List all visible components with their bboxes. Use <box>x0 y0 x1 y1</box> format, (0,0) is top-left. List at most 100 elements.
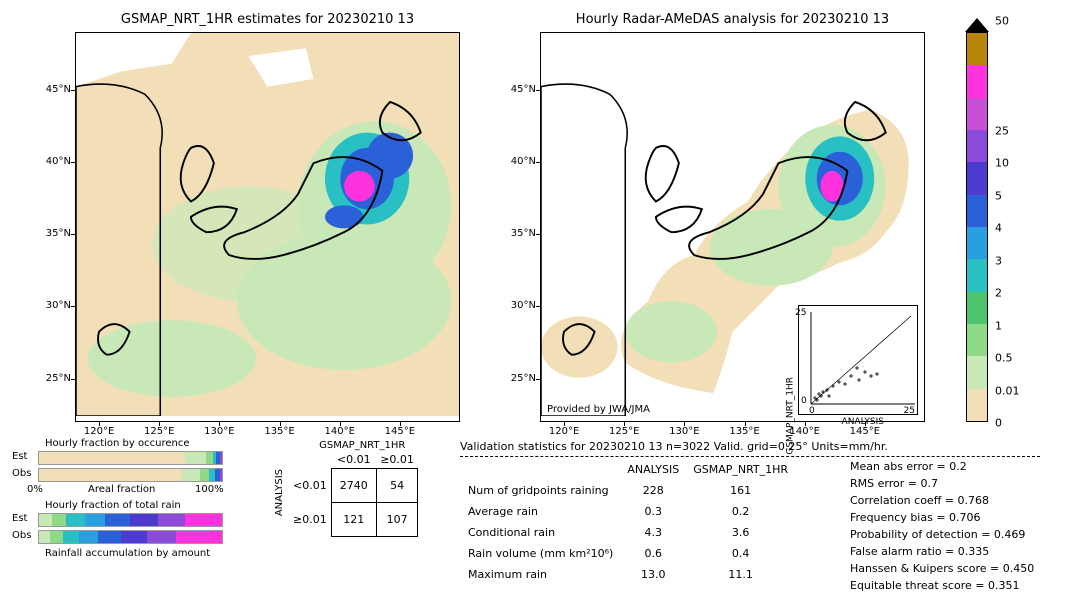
metric-row: Hanssen & Kuipers score = 0.450 <box>850 560 1034 577</box>
colorbar-segment <box>967 389 987 421</box>
scatter-ytick0: 0 <box>801 396 807 406</box>
metric-val: 0.706 <box>949 511 981 524</box>
bar-track <box>38 451 223 465</box>
scatter-ytick1: 25 <box>795 308 806 318</box>
vt-b: 11.1 <box>687 565 794 584</box>
metric-val: 0.351 <box>988 579 1020 592</box>
metric-label: Hanssen & Kuipers score = <box>850 562 999 575</box>
metric-label: False alarm ratio = <box>850 545 954 558</box>
ytick: 40°N <box>504 156 536 167</box>
ct-row0: <0.01 <box>289 469 331 503</box>
provided-by-text: Provided by JWA/JMA <box>547 404 650 415</box>
occurrence-title: Hourly fraction by occurence <box>45 438 189 449</box>
bar-track <box>38 468 223 482</box>
bar-segment <box>220 452 222 464</box>
scatter-xtick1: 25 <box>904 406 915 416</box>
scatter-svg <box>799 306 919 416</box>
colorbar-tick: 25 <box>995 124 1009 137</box>
colorbar-tick: 50 <box>995 15 1009 28</box>
xtick: 130°E <box>199 426 239 437</box>
xtick: 145°E <box>845 426 885 437</box>
metric-val: 0.2 <box>949 460 967 473</box>
ct-col0: <0.01 <box>331 451 376 469</box>
bar-segment <box>182 469 200 481</box>
scatter-xtick0: 0 <box>809 406 815 416</box>
metric-val: 0.469 <box>994 528 1026 541</box>
ct-11: 107 <box>376 503 418 537</box>
bar-segment <box>158 514 185 526</box>
bar-segment <box>147 531 176 543</box>
metric-row: Equitable threat score = 0.351 <box>850 577 1034 594</box>
ct-col-header: GSMAP_NRT_1HR <box>306 440 418 451</box>
bar-track <box>38 530 223 544</box>
metric-row: Mean abs error = 0.2 <box>850 458 1034 475</box>
colorbar-segment <box>967 292 987 324</box>
colorbar-segment <box>967 98 987 130</box>
ytick: 45°N <box>39 84 71 95</box>
vt-label: Average rain <box>462 502 619 521</box>
bar-segment <box>39 469 182 481</box>
colorbar-tick: 0.01 <box>995 384 1020 397</box>
xtick: 120°E <box>544 426 584 437</box>
bar-track <box>38 513 223 527</box>
colorbar-segment <box>967 324 987 356</box>
metric-val: 0.335 <box>958 545 990 558</box>
bar-segment <box>200 469 209 481</box>
colorbar-segment <box>967 259 987 291</box>
ytick: 25°N <box>39 373 71 384</box>
right-map: Provided by JWA/JMA <box>540 32 925 422</box>
ct-row-header: ANALYSIS <box>274 469 285 516</box>
colorbar-segment <box>967 227 987 259</box>
metric-row: Correlation coeff = 0.768 <box>850 492 1034 509</box>
bar-segment <box>63 531 79 543</box>
ytick: 35°N <box>39 228 71 239</box>
metric-val: 0.768 <box>958 494 990 507</box>
right-map-title: Hourly Radar-AMeDAS analysis for 2023021… <box>540 12 925 27</box>
validation-metrics: Mean abs error = 0.2RMS error = 0.7Corre… <box>850 458 1034 594</box>
vt-label: Conditional rain <box>462 523 619 542</box>
left-map-title: GSMAP_NRT_1HR estimates for 20230210 13 <box>75 12 460 27</box>
colorbar-tick: 4 <box>995 222 1002 235</box>
metric-label: Correlation coeff = <box>850 494 954 507</box>
metric-val: 0.450 <box>1003 562 1035 575</box>
ytick: 30°N <box>504 300 536 311</box>
bar-row-label: Est <box>12 513 27 524</box>
colorbar-tick: 0 <box>995 417 1002 430</box>
xtick: 135°E <box>260 426 300 437</box>
metric-label: RMS error = <box>850 477 917 490</box>
bar-segment <box>176 531 222 543</box>
bar-row-label: Obs <box>12 530 31 541</box>
bar-segment <box>220 469 222 481</box>
metric-row: Probability of detection = 0.469 <box>850 526 1034 543</box>
occ-x1: 100% <box>195 484 224 495</box>
stats-divider <box>460 456 1040 457</box>
bar-row-label: Est <box>12 451 27 462</box>
vt-b: 0.2 <box>687 502 794 521</box>
vt-h0: ANALYSIS <box>621 460 685 479</box>
rainfrac-title: Hourly fraction of total rain <box>45 500 181 511</box>
metric-row: RMS error = 0.7 <box>850 475 1034 492</box>
bar-row-label: Obs <box>12 468 31 479</box>
vt-label: Rain volume (mm km²10⁶) <box>462 544 619 563</box>
ct-10: 121 <box>331 503 376 537</box>
bar-segment <box>39 531 50 543</box>
xtick: 130°E <box>664 426 704 437</box>
colorbar-tick: 3 <box>995 254 1002 267</box>
metric-label: Mean abs error = <box>850 460 946 473</box>
vt-a: 13.0 <box>621 565 685 584</box>
colorbar-tick: 10 <box>995 157 1009 170</box>
vt-h1: GSMAP_NRT_1HR <box>687 460 794 479</box>
contingency-block: GSMAP_NRT_1HR ANALYSIS <0.01 ≥0.01 <0.01… <box>270 440 418 537</box>
bar-segment <box>105 514 131 526</box>
ytick: 25°N <box>504 373 536 384</box>
ytick: 35°N <box>504 228 536 239</box>
ct-01: 54 <box>376 469 418 503</box>
colorbar-segment <box>967 33 987 65</box>
xtick: 140°E <box>320 426 360 437</box>
bar-segment <box>66 514 84 526</box>
metric-label: Frequency bias = <box>850 511 946 524</box>
colorbar-segment <box>967 130 987 162</box>
bar-segment <box>185 514 222 526</box>
colorbar-tick: 0.5 <box>995 352 1013 365</box>
bar-segment <box>98 531 122 543</box>
